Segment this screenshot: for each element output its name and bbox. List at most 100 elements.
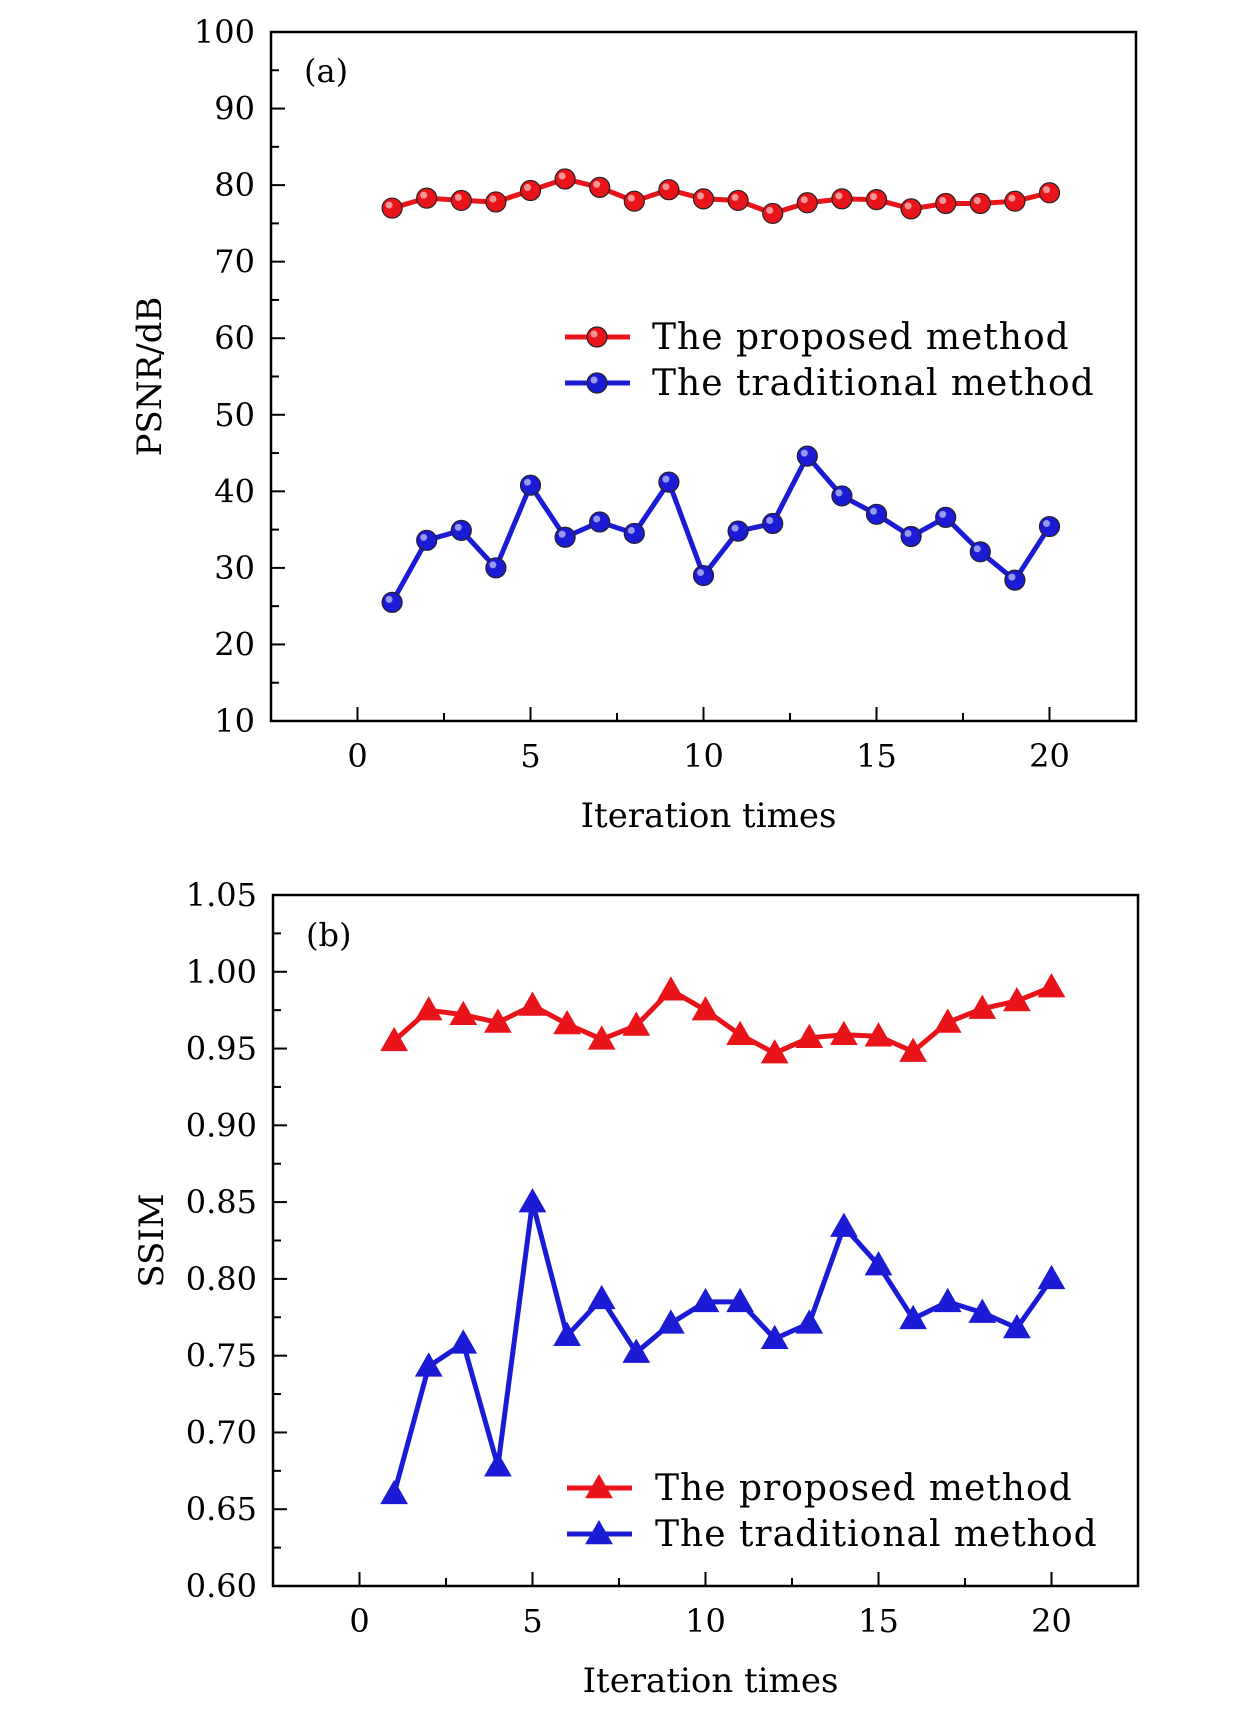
data-point [485, 557, 507, 579]
y-tick-label: 0.70 [186, 1413, 257, 1451]
legend-marker [586, 372, 608, 394]
legend-marker [585, 1519, 613, 1545]
data-point-highlight [420, 533, 428, 541]
legend-entry-traditional: The traditional method [565, 363, 1095, 404]
series-traditional [380, 1188, 1066, 1505]
x-tick-label: 0 [347, 737, 367, 775]
data-point [969, 541, 991, 563]
data-point-highlight [939, 196, 947, 204]
data-point-highlight [766, 516, 774, 524]
data-point [864, 1251, 893, 1276]
legend-marker [586, 326, 608, 348]
data-point [589, 511, 611, 533]
data-point [1038, 182, 1061, 204]
data-point-highlight [454, 523, 462, 531]
data-point-highlight [766, 206, 774, 214]
data-point [1037, 1264, 1066, 1290]
y-tick-label: 1.00 [186, 953, 257, 991]
data-point [795, 1309, 824, 1334]
data-point [657, 976, 685, 1001]
data-point [692, 564, 715, 587]
x-axis-label: Iteration times [583, 1661, 839, 1701]
legend-label: The traditional method [652, 363, 1095, 404]
data-point [726, 1020, 754, 1045]
data-point [484, 1008, 512, 1033]
y-tick-label: 0.75 [186, 1337, 257, 1375]
data-point [1037, 973, 1066, 998]
data-point [519, 179, 542, 202]
legend-entry-traditional: The traditional method [567, 1514, 1097, 1555]
x-tick-label: 20 [1031, 1602, 1072, 1640]
y-tick-label: 20 [214, 625, 255, 663]
data-point [623, 522, 645, 545]
x-tick-label: 10 [685, 1602, 726, 1640]
data-point [726, 1287, 754, 1313]
data-point [1004, 190, 1026, 212]
y-tick-label: 100 [194, 13, 255, 51]
data-point [969, 192, 991, 215]
data-point-highlight [870, 193, 877, 201]
data-point [380, 1479, 408, 1505]
data-point [414, 1352, 443, 1377]
y-tick-label: 50 [214, 396, 255, 434]
data-point [518, 1188, 547, 1213]
panel-label: (b) [306, 916, 351, 954]
data-point [381, 591, 403, 613]
series-line [389, 453, 1052, 604]
data-point [796, 445, 818, 467]
data-point-highlight [1043, 186, 1050, 194]
x-tick-label: 15 [858, 1602, 899, 1640]
data-point-highlight [697, 569, 704, 577]
legend-marker-highlight [590, 330, 598, 338]
data-point-highlight [593, 180, 601, 188]
x-tick-label: 5 [522, 1602, 542, 1640]
data-point [658, 471, 680, 493]
y-tick-label: 0.65 [186, 1490, 257, 1528]
y-tick-label: 0.60 [186, 1567, 257, 1605]
data-point-highlight [870, 507, 877, 515]
data-point [1038, 515, 1061, 538]
data-point [968, 1298, 997, 1323]
data-point [933, 1008, 962, 1033]
data-point [899, 1304, 927, 1330]
data-point [554, 526, 576, 548]
data-point-highlight [697, 192, 704, 200]
y-tick-label: 30 [214, 549, 255, 587]
data-point [553, 1009, 581, 1035]
data-point [518, 991, 547, 1016]
data-point-highlight [454, 193, 462, 201]
data-point [899, 1037, 927, 1062]
data-point-highlight [800, 449, 808, 457]
data-point [416, 187, 438, 209]
data-point [485, 191, 507, 213]
legend-label: The proposed method [655, 1468, 1073, 1509]
data-point-highlight [1008, 194, 1016, 202]
data-point [1003, 1314, 1031, 1339]
y-axis-label: SSIM [132, 1193, 172, 1287]
data-point [622, 1011, 651, 1036]
data-point-highlight [558, 530, 566, 538]
data-point [760, 1039, 789, 1064]
data-point [1004, 569, 1026, 591]
data-point [691, 996, 720, 1021]
data-point-highlight [662, 183, 670, 191]
y-tick-label: 90 [214, 90, 255, 128]
y-axis-label: PSNR/dB [130, 297, 170, 457]
x-tick-label: 10 [683, 737, 724, 775]
x-tick-label: 5 [520, 737, 540, 775]
y-tick-label: 0.95 [186, 1030, 257, 1068]
data-point [450, 519, 472, 541]
data-point [865, 189, 888, 211]
data-point [623, 190, 645, 212]
data-point [658, 179, 680, 201]
data-point-highlight [1008, 573, 1016, 581]
data-point [381, 197, 403, 219]
data-point-highlight [939, 510, 947, 518]
data-point [762, 202, 784, 225]
data-point [795, 1023, 824, 1049]
data-point [416, 529, 438, 551]
legend-entry-proposed: The proposed method [565, 317, 1069, 358]
data-point [900, 525, 922, 548]
